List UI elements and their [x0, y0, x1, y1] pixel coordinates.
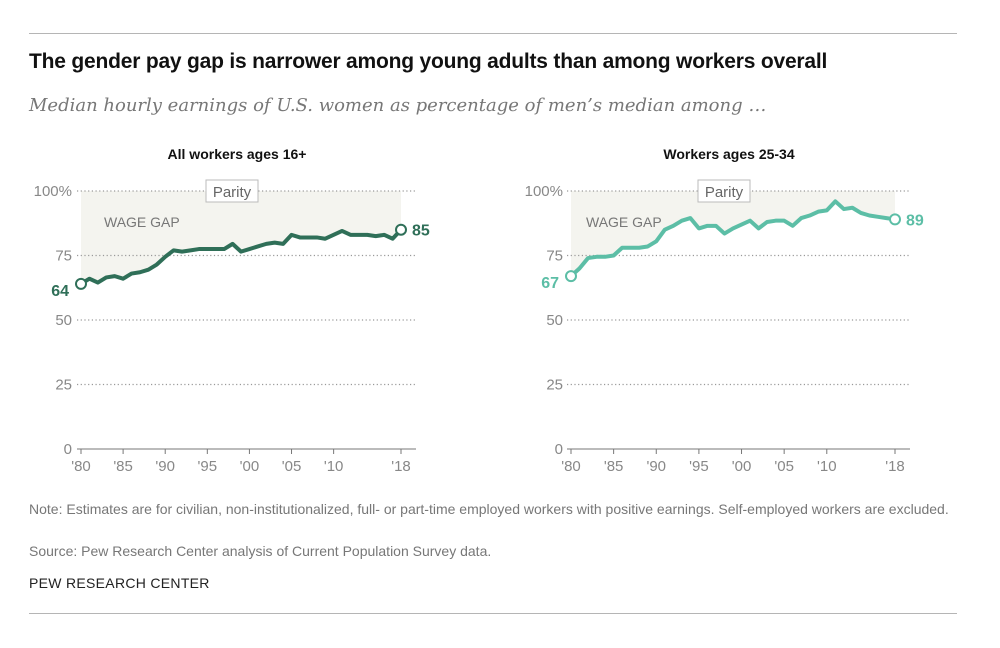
x-tick-label: '10	[324, 458, 344, 475]
panel-title: Workers ages 25-34	[663, 146, 794, 162]
y-tick-label: 75	[55, 248, 72, 265]
y-tick-label: 100%	[34, 183, 72, 200]
x-tick-label: '05	[774, 458, 794, 475]
x-tick-label: '00	[240, 458, 260, 475]
parity-label: Parity	[213, 184, 252, 201]
wage-gap-label: WAGE GAP	[104, 214, 180, 230]
bottom-divider	[29, 613, 957, 614]
y-tick-label: 0	[64, 441, 72, 458]
x-tick-label: '18	[391, 458, 411, 475]
start-marker	[75, 277, 87, 290]
y-tick-label: 25	[55, 377, 72, 394]
start-value-label: 64	[51, 283, 69, 300]
x-tick-label: '90	[646, 458, 666, 475]
x-tick-label: '05	[282, 458, 302, 475]
brand-label: PEW RESEARCH CENTER	[29, 575, 210, 591]
panel-title: All workers ages 16+	[168, 146, 307, 162]
chart-0: All workers ages 16+ 0 25 50 75 100% '80 '85 '90…	[34, 146, 430, 475]
x-tick-label: '80	[561, 458, 581, 475]
parity-label: Parity	[705, 184, 744, 201]
note-text: Note: Estimates are for civilian, non-in…	[29, 501, 949, 517]
wage-gap-label: WAGE GAP	[586, 214, 662, 230]
y-tick-label: 0	[555, 441, 563, 458]
start-value-label: 67	[541, 275, 559, 292]
y-tick-label: 50	[55, 312, 72, 329]
end-value-label: 85	[412, 223, 430, 240]
wage-gap-area	[81, 191, 401, 284]
y-tick-label: 75	[546, 248, 563, 265]
chart-title: The gender pay gap is narrower among you…	[29, 50, 828, 73]
wage-gap-area	[571, 191, 895, 277]
y-tick-label: 100%	[525, 183, 563, 200]
x-tick-label: '90	[155, 458, 175, 475]
x-tick-label: '80	[71, 458, 91, 475]
x-tick-label: '10	[817, 458, 837, 475]
top-divider	[29, 33, 957, 34]
x-tick-label: '18	[885, 458, 905, 475]
end-value-label: 89	[906, 212, 924, 229]
parity-box	[205, 179, 259, 203]
source-text: Source: Pew Research Center analysis of …	[29, 543, 492, 559]
chart-subtitle: Median hourly earnings of U.S. women as …	[29, 95, 767, 116]
y-tick-label: 50	[546, 312, 563, 329]
chart-1: Workers ages 25-34 0 25 50 75 100% '80 '85 '90 '9…	[525, 146, 924, 475]
parity-box	[697, 179, 751, 203]
x-tick-label: '95	[689, 458, 709, 475]
x-tick-label: '95	[198, 458, 218, 475]
x-tick-label: '85	[113, 458, 133, 475]
x-tick-label: '00	[732, 458, 752, 475]
end-marker	[889, 213, 901, 226]
start-marker	[565, 270, 577, 283]
y-tick-label: 25	[546, 377, 563, 394]
x-tick-label: '85	[604, 458, 624, 475]
end-marker	[395, 223, 407, 236]
